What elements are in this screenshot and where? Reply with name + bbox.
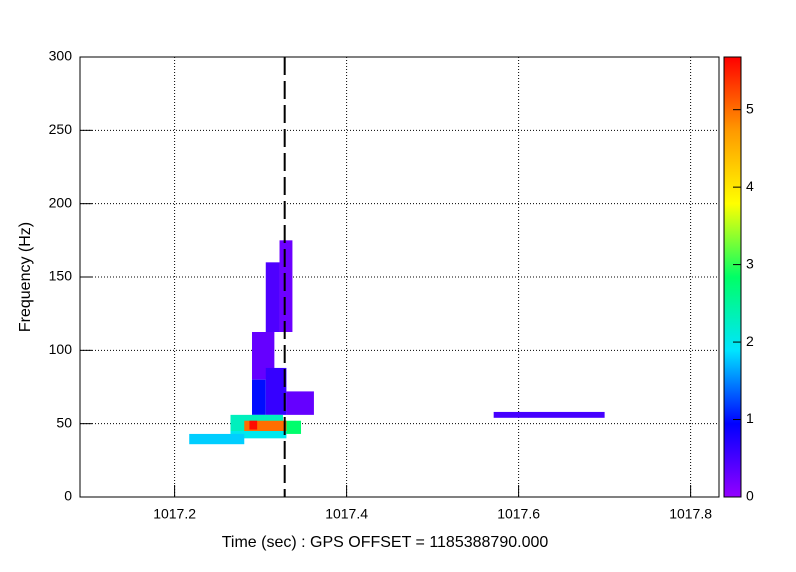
x-tick-label: 1017.6 (497, 506, 540, 522)
y-tick-label: 300 (49, 48, 73, 64)
x-axis-title: Time (sec) : GPS OFFSET = 1185388790.000 (222, 534, 549, 551)
tile (493, 411, 605, 418)
x-tick-label: 1017.8 (669, 506, 712, 522)
tile (244, 420, 287, 431)
tile (265, 367, 287, 415)
tile (279, 240, 293, 332)
z-tick-label: 1 (746, 410, 754, 426)
y-tick-label: 250 (49, 121, 73, 137)
tile (189, 433, 245, 445)
tile (252, 379, 266, 415)
y-axis-title: Frequency (Hz) (17, 222, 34, 332)
z-tick-label: 4 (746, 178, 754, 194)
z-tick-label: 5 (746, 100, 754, 116)
y-tick-label: 50 (56, 414, 72, 430)
y-tick-label: 150 (49, 268, 73, 284)
tile (252, 332, 275, 380)
x-tick-label: 1017.2 (153, 506, 196, 522)
tile (286, 391, 314, 415)
y-tick-label: 200 (49, 194, 73, 210)
tile (282, 420, 302, 434)
z-tick-label: 0 (746, 488, 754, 504)
z-tick-label: 2 (746, 333, 754, 349)
color-bar (723, 56, 742, 498)
x-tick-label: 1017.4 (325, 506, 368, 522)
z-tick-label: 3 (746, 255, 754, 271)
tile (249, 420, 258, 430)
y-tick-label: 0 (64, 488, 72, 504)
tile (230, 431, 287, 439)
tile (265, 262, 280, 332)
y-tick-label: 100 (49, 341, 73, 357)
